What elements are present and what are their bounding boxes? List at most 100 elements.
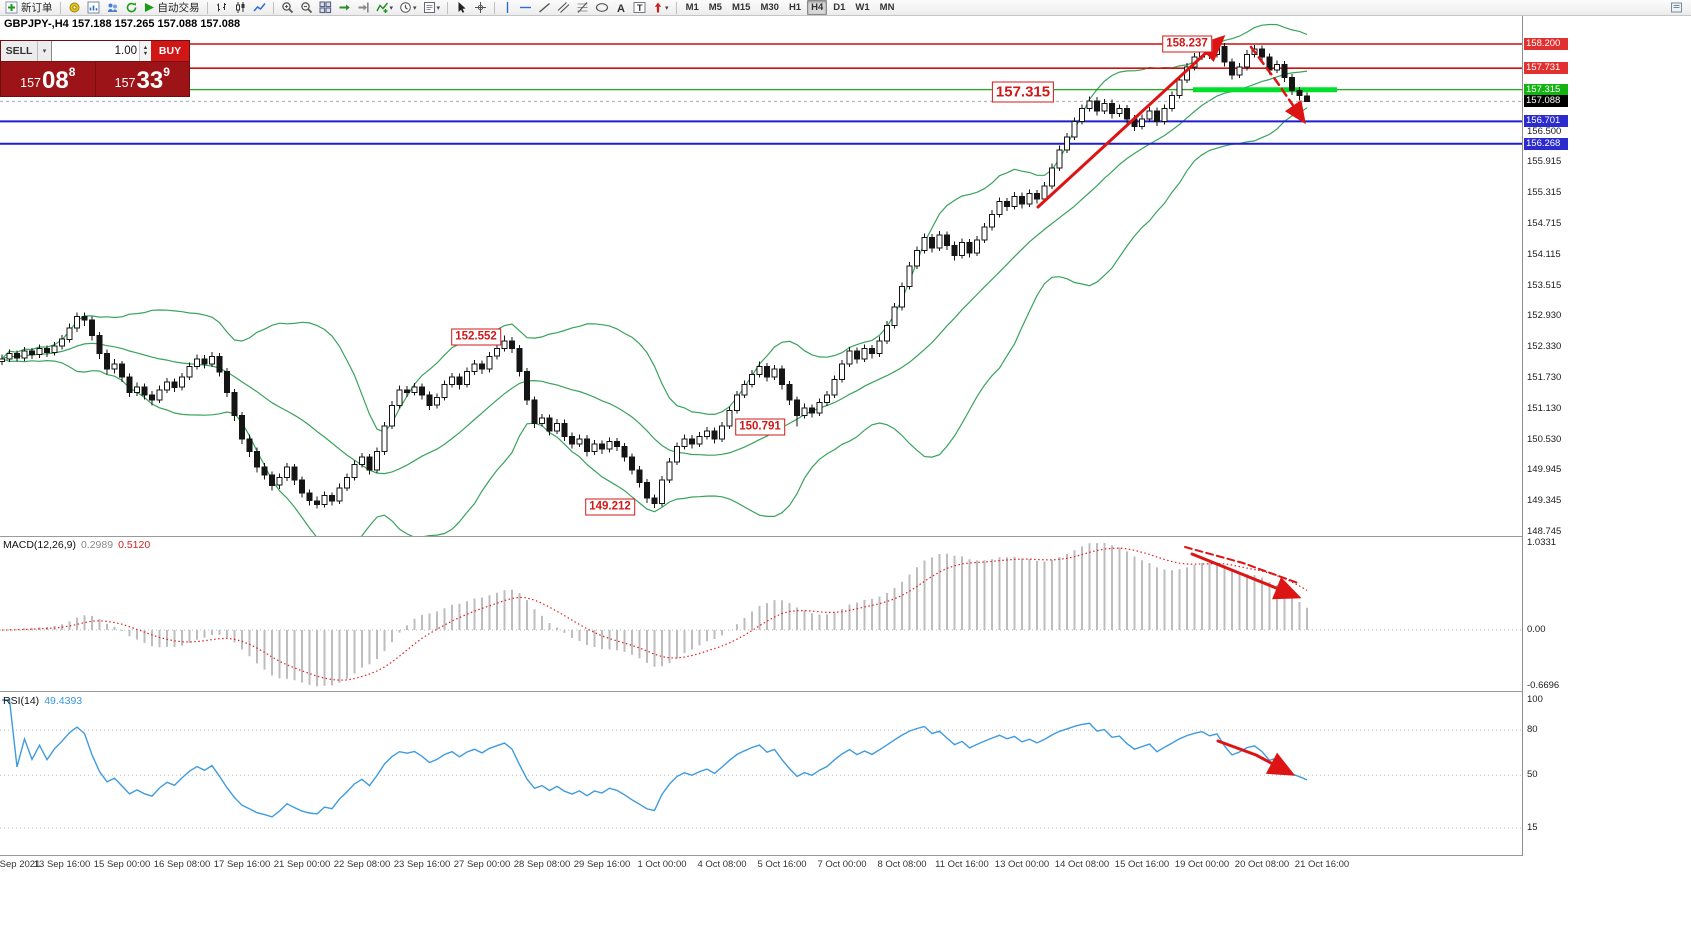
channel-button[interactable]: [555, 0, 572, 15]
fibonacci-button[interactable]: [574, 0, 591, 15]
price-axis-label: 153.515: [1527, 279, 1562, 291]
time-axis-label: 17 Sep 16:00: [213, 859, 271, 870]
ellipse-button[interactable]: [593, 0, 611, 15]
price-axis-label: 151.730: [1527, 371, 1562, 383]
crosshair-button[interactable]: [472, 0, 489, 15]
line-chart-icon: [252, 3, 266, 12]
panel-splitter[interactable]: [0, 691, 1568, 692]
tile-windows-button[interactable]: [317, 0, 334, 15]
templates-caret-icon: ▾: [436, 4, 441, 12]
bar-chart-button[interactable]: [213, 0, 230, 15]
price-axis-label: 155.315: [1527, 186, 1562, 198]
auto-scroll-button[interactable]: [336, 0, 353, 15]
zoom-in-icon: [281, 2, 293, 14]
trendline-button[interactable]: [536, 0, 553, 15]
tile-windows-icon: [319, 1, 331, 14]
time-axis-label: 29 Sep 16:00: [573, 859, 631, 870]
buy-button[interactable]: BUY: [151, 41, 189, 61]
main-chart-svg[interactable]: [0, 16, 1522, 536]
indicators-caret-icon: ▾: [389, 4, 394, 12]
sell-dropdown-caret-icon[interactable]: ▾: [37, 41, 51, 61]
rsi-value: 49.4393: [44, 695, 83, 707]
horizontal-line-button[interactable]: [517, 0, 534, 15]
toolbar-more-button[interactable]: [1668, 0, 1685, 15]
main-chart-panel[interactable]: GBPJPY-,H4 157.188 157.265 157.088 157.0…: [0, 16, 1522, 536]
autotrading-button[interactable]: 自动交易: [142, 0, 202, 15]
text-button[interactable]: A: [613, 0, 629, 15]
price-axis-label: 149.945: [1527, 464, 1562, 476]
panel-splitter[interactable]: [0, 855, 1568, 856]
rsi-svg[interactable]: [0, 693, 1522, 855]
zoom-in-button[interactable]: [279, 0, 296, 15]
price-annotation[interactable]: 150.791: [735, 418, 785, 436]
new-order-button[interactable]: 新订单: [3, 0, 55, 15]
svg-text:A: A: [617, 3, 625, 14]
arrows-button[interactable]: ▾: [650, 0, 671, 15]
macd-svg[interactable]: [0, 537, 1522, 691]
sell-price-big: 08: [41, 67, 69, 94]
sell-price[interactable]: 157 08 8: [1, 62, 96, 96]
time-axis-label: 16 Sep 08:00: [153, 859, 211, 870]
timeframe-button-m1[interactable]: M1: [685, 2, 699, 13]
macd-arrows[interactable]: [1184, 546, 1302, 600]
new-order-icon: [5, 1, 18, 14]
rsi-panel[interactable]: RSI(14) 49.4393: [0, 693, 1522, 855]
volume-input[interactable]: [52, 41, 139, 61]
templates-button[interactable]: ▾: [421, 0, 443, 15]
volume-up-icon[interactable]: ▲: [142, 45, 149, 51]
refresh-button[interactable]: [123, 0, 140, 15]
buy-price[interactable]: 157 33 9: [96, 62, 190, 96]
time-axis-label: 1 Oct 00:00: [637, 859, 687, 870]
metaeditor-button[interactable]: [66, 0, 83, 15]
time-axis-label: 21 Oct 16:00: [1294, 859, 1350, 870]
timeframe-button-d1[interactable]: D1: [833, 2, 846, 13]
timeframe-button-m15[interactable]: M15: [731, 2, 751, 13]
rsi-arrows[interactable]: [1216, 739, 1296, 776]
vertical-line-button[interactable]: [500, 0, 515, 15]
horizontal-line-icon: [520, 6, 532, 9]
chart-header: GBPJPY-,H4 157.188 157.265 157.088 157.0…: [4, 18, 241, 30]
svg-text:T: T: [637, 3, 643, 13]
horizontal-level-lines: [0, 43, 1522, 145]
macd-histogram: [8, 543, 1308, 687]
price-axis-label: 156.500: [1527, 125, 1562, 137]
time-axis[interactable]: Sep 2021 13 Sep 16:00 15 Sep 00:00 16 Sep 0…: [0, 856, 1568, 874]
price-axis[interactable]: 158.200 157.731 157.315 157.088 156.701 156.5…: [1522, 16, 1569, 856]
price-annotation[interactable]: 158.237: [1162, 35, 1212, 53]
timeframe-button-h1[interactable]: H1: [788, 2, 802, 13]
price-annotation[interactable]: 149.212: [585, 498, 635, 516]
sell-button[interactable]: SELL: [1, 41, 37, 61]
price-axis-label: 154.715: [1527, 217, 1562, 229]
candlestick-chart-button[interactable]: [232, 0, 249, 15]
cursor-button[interactable]: [453, 0, 470, 15]
price-axis-label: 155.915: [1527, 155, 1562, 167]
price-axis-label: 157.731: [1524, 62, 1568, 75]
new-chart-button[interactable]: [85, 0, 102, 15]
price-axis-label: 80: [1527, 724, 1538, 736]
timeframe-button-m5[interactable]: M5: [708, 2, 722, 13]
timeframe-button-w1[interactable]: W1: [855, 2, 870, 13]
volume-down-icon[interactable]: ▼: [142, 51, 149, 57]
price-annotation[interactable]: 157.315: [991, 81, 1055, 103]
macd-main-value: 0.2989: [80, 539, 114, 551]
toolbar-separator: [272, 1, 274, 14]
trend-arrows[interactable]: [1036, 34, 1306, 209]
chart-shift-button[interactable]: [355, 0, 372, 15]
line-chart-button[interactable]: [251, 0, 268, 15]
panel-splitter[interactable]: [0, 536, 1568, 537]
ellipse-icon: [595, 3, 609, 12]
time-axis-label: 20 Oct 08:00: [1234, 859, 1290, 870]
text-label-button[interactable]: T: [631, 0, 648, 15]
timeframe-button-m30[interactable]: M30: [760, 2, 779, 13]
volume-stepper[interactable]: ▲ ▼: [139, 41, 151, 61]
macd-panel[interactable]: MACD(12,26,9) 0.2989 0.5120: [0, 537, 1522, 691]
timeframe-button-mn[interactable]: MN: [879, 2, 895, 13]
arrows-icon: [654, 2, 662, 13]
zoom-out-button[interactable]: [298, 0, 315, 15]
price-annotation[interactable]: 152.552: [451, 328, 501, 346]
profiles-button[interactable]: [104, 0, 121, 15]
bar-chart-icon: [216, 3, 226, 12]
periods-button[interactable]: ▾: [397, 0, 419, 15]
indicators-button[interactable]: ▾: [374, 0, 396, 15]
timeframe-button-h4[interactable]: H4: [807, 0, 828, 15]
